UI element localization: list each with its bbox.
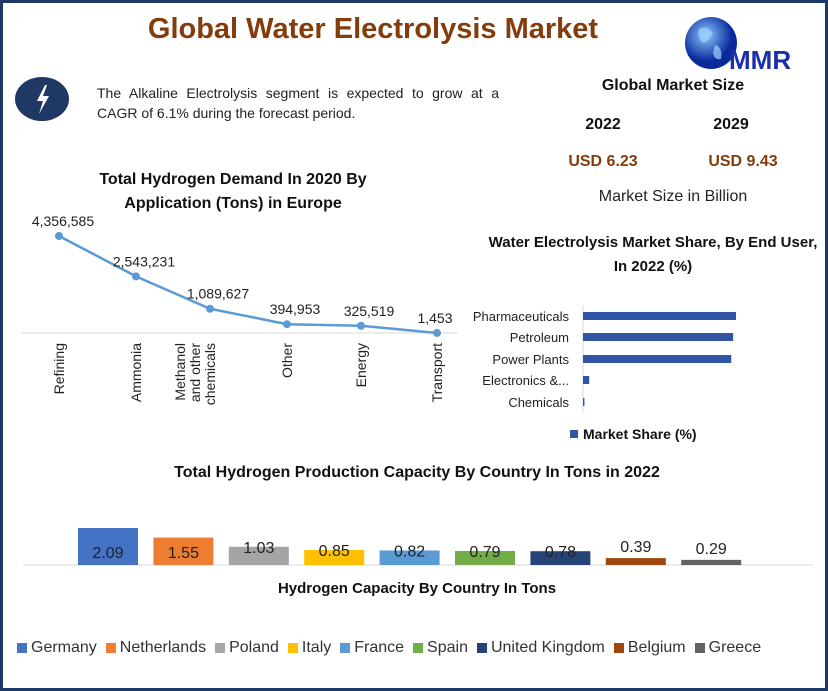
- share-category-label: Power Plants: [492, 352, 569, 367]
- bar-chart-share-title: Water Electrolysis Market Share, By End …: [488, 234, 818, 275]
- share-category-label: Petroleum: [510, 330, 569, 345]
- capacity-bar: [455, 551, 515, 565]
- share-bar: [583, 355, 732, 363]
- line-data-label: 325,519: [344, 303, 395, 319]
- line-point: [206, 304, 214, 313]
- capacity-chart-xlabel: Hydrogen Capacity By Country In Tons: [277, 580, 557, 597]
- legend-label: Greece: [708, 639, 762, 656]
- legend-item: France: [340, 639, 404, 657]
- capacity-data-label: 1.03: [243, 540, 274, 557]
- line-data-label: 2,543,231: [113, 253, 175, 269]
- line-data-label: 394,953: [270, 301, 321, 317]
- legend-label: Germany: [31, 639, 97, 656]
- line-category-label: and other: [187, 343, 203, 402]
- line-series: [58, 234, 438, 335]
- year-2029: 2029: [713, 116, 749, 133]
- line-point: [132, 272, 140, 281]
- legend-item: Greece: [694, 639, 762, 657]
- capacity-bar: [304, 549, 365, 565]
- line-category-label: chemicals: [202, 343, 218, 405]
- legend-swatch: [105, 643, 116, 653]
- market-size-unit: Market Size in Billion: [598, 188, 748, 205]
- legend-item: Spain: [413, 639, 468, 657]
- line-category-label: Refining: [51, 343, 67, 394]
- line-data-label: 1,089,627: [187, 286, 249, 302]
- capacity-data-label: 0.78: [545, 544, 576, 561]
- legend-item: Belgium: [613, 639, 686, 657]
- line-data-label: 1,453: [417, 310, 452, 326]
- capacity-bar: [153, 537, 214, 565]
- line-point: [357, 321, 365, 330]
- legend-swatch: [694, 643, 705, 653]
- legend-swatch: [340, 643, 351, 653]
- share-category-label: Chemicals: [508, 395, 569, 410]
- capacity-data-label: 0.82: [394, 543, 425, 560]
- capacity-legend: Germany Netherlands Poland Italy France Spain…: [17, 639, 825, 657]
- legend-label: Belgium: [627, 639, 686, 656]
- line-category-label: Ammonia: [128, 343, 144, 402]
- line-category-label: Methanol: [172, 343, 188, 401]
- legend-item: United Kingdom: [476, 639, 605, 657]
- line-point: [283, 320, 291, 329]
- logo-text: MMR: [729, 45, 791, 75]
- year-2022: 2022: [585, 116, 621, 133]
- capacity-bar: [228, 546, 289, 565]
- capacity-bar: [379, 550, 440, 565]
- capacity-bar: [605, 558, 666, 565]
- line-category-label: Energy: [353, 343, 369, 387]
- cagr-note: The Alkaline Electrolysis segment is exp…: [97, 85, 499, 121]
- line-data-label: 4,356,585: [32, 213, 94, 229]
- legend-label: United Kingdom: [490, 639, 605, 656]
- legend-item: Italy: [287, 639, 332, 657]
- share-bar: [583, 312, 736, 320]
- capacity-chart-title: Total Hydrogen Production Capacity By Co…: [174, 464, 660, 481]
- capacity-data-label: 2.09: [92, 545, 123, 562]
- capacity-bar: [681, 559, 742, 565]
- legend-swatch: [17, 643, 27, 653]
- market-size-heading: Global Market Size: [601, 77, 745, 94]
- capacity-data-label: 0.85: [319, 543, 350, 560]
- page-title: Global Water Electrolysis Market: [147, 13, 599, 45]
- line-point: [433, 328, 441, 337]
- legend-label: France: [354, 639, 405, 656]
- legend-swatch: [215, 643, 226, 653]
- capacity-data-label: 0.39: [620, 539, 651, 556]
- legend-label: Spain: [427, 639, 468, 656]
- legend-item: Germany: [17, 639, 97, 657]
- share-category-label: Electronics &...: [482, 373, 569, 388]
- share-category-label: Pharmaceuticals: [473, 309, 570, 324]
- line-category-label: Transport: [429, 343, 445, 403]
- legend-item: Poland: [215, 639, 279, 657]
- legend-swatch: [287, 643, 298, 653]
- share-bar: [583, 376, 590, 384]
- capacity-data-label: 0.29: [696, 541, 727, 558]
- capacity-bar: [78, 528, 138, 565]
- legend-swatch: [413, 643, 424, 653]
- legend-swatch: [476, 643, 487, 653]
- line-chart: 4,356,585 Refining 2,543,231 Ammonia 1,089,6…: [21, 213, 813, 566]
- capacity-data-label: 0.79: [469, 544, 500, 561]
- line-chart-title: Total Hydrogen Demand In 2020 By Applica…: [99, 171, 367, 212]
- capacity-data-label: 1.55: [168, 545, 199, 562]
- line-point: [55, 232, 63, 240]
- value-2029: USD 9.43: [708, 153, 778, 170]
- capacity-bar: [530, 551, 591, 565]
- share-bar: [583, 333, 734, 341]
- globe-logo-icon: MMR: [685, 17, 791, 75]
- share-legend-swatch: [570, 430, 578, 438]
- legend-swatch: [613, 643, 624, 653]
- line-category-label: Other: [279, 343, 295, 378]
- value-2022: USD 6.23: [568, 153, 638, 170]
- legend-label: Italy: [301, 639, 332, 656]
- share-legend-label: Market Share (%): [583, 426, 697, 442]
- legend-label: Poland: [229, 639, 279, 656]
- share-bar: [583, 398, 585, 406]
- legend-label: Netherlands: [119, 639, 207, 656]
- legend-item: Netherlands: [105, 639, 207, 657]
- lightning-bolt-icon: [15, 77, 69, 121]
